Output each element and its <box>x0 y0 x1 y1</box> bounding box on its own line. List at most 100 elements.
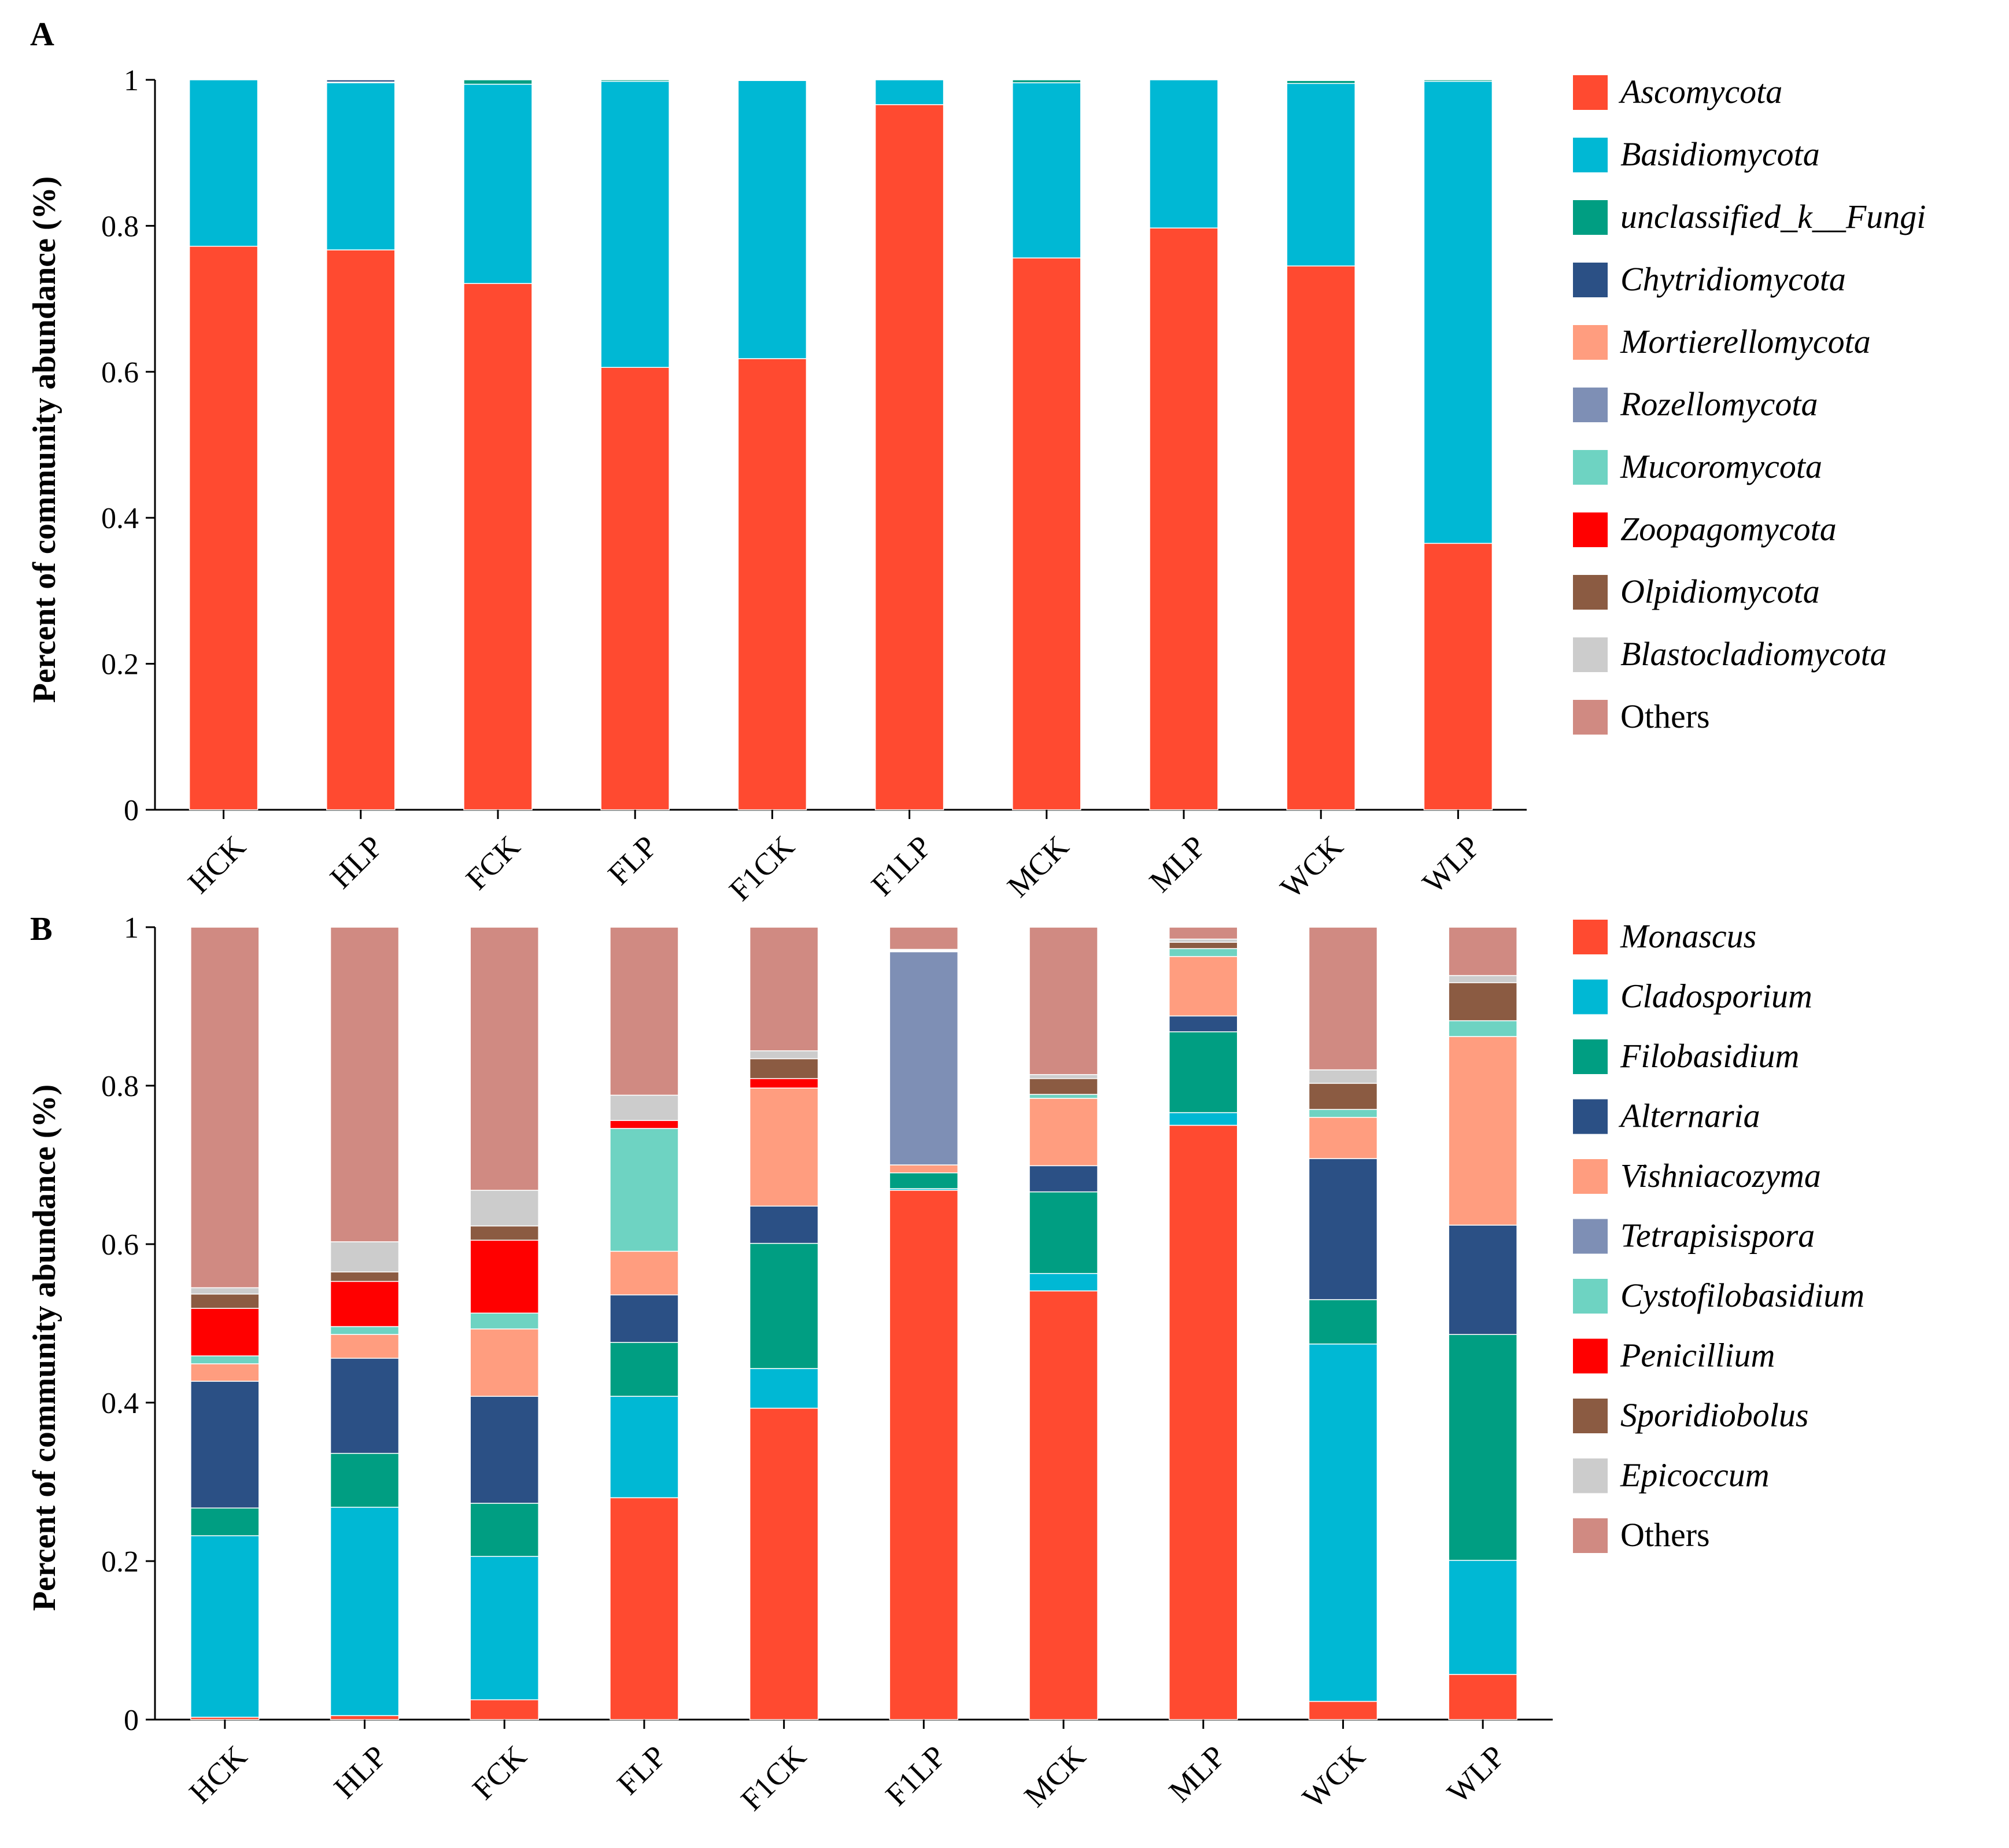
bar-segment-cystofilobasidium-wlp <box>1448 1020 1517 1037</box>
panel-label-a: A <box>30 15 54 53</box>
legend-swatch-filobasidium <box>1573 1039 1608 1074</box>
legend-swatch-blastocladiomycota <box>1573 637 1608 672</box>
bar-segment-penicillium-fck <box>470 1240 539 1314</box>
bar-segment-sporidiobolus-mck <box>1029 1078 1098 1095</box>
y-tick-label: 0 <box>124 1704 139 1737</box>
bar-segment-ascomycota-mck <box>1012 257 1081 810</box>
legend-label-alternaria: Alternaria <box>1618 1097 1760 1135</box>
bar-segment-cystofilobasidium-hck <box>190 1355 260 1364</box>
bar-segment-epicoccum-f1ck <box>749 1050 819 1060</box>
bar-segment-epicoccum-wck <box>1308 1069 1378 1084</box>
y-tick-label: 0 <box>124 794 139 827</box>
legend-label-blastocladiomycota: Blastocladiomycota <box>1620 635 1887 673</box>
bar-segment-epicoccum-fck <box>470 1190 539 1227</box>
bar-segment-alternaria-wlp <box>1448 1224 1517 1335</box>
y-tick-label: 0.4 <box>101 1387 139 1420</box>
bar-segment-alternaria-hck <box>190 1381 260 1508</box>
bar-segment-vishniacozyma-f1ck <box>749 1087 819 1207</box>
legend-swatch-ascomycota <box>1573 75 1608 110</box>
bar-segment-epicoccum-hlp <box>330 1241 400 1272</box>
bar-segment-monascus-wlp <box>1448 1674 1517 1720</box>
bar-segment-filobasidium-mck <box>1029 1191 1098 1274</box>
bar-segment-monascus-mlp <box>1169 1124 1238 1720</box>
legend-swatch-others <box>1573 700 1608 735</box>
bar-segment-vishniacozyma-wck <box>1308 1117 1378 1159</box>
bar-segment-vishniacozyma-fck <box>470 1328 539 1397</box>
legend-label-mortierellomycota: Mortierellomycota <box>1620 323 1871 360</box>
bar-segment-filobasidium-hlp <box>330 1452 400 1508</box>
bar-segment-cystofilobasidium-mlp <box>1169 948 1238 957</box>
legend-swatch-olpidiomycota <box>1573 575 1608 610</box>
legend-label-others: Others <box>1620 1516 1710 1554</box>
bar-segment-vishniacozyma-mlp <box>1169 956 1238 1017</box>
panel-label-b: B <box>30 910 53 947</box>
legend-swatch-mortierellomycota <box>1573 325 1608 360</box>
bar-segment-unclassified-k-fungi-wck <box>1286 80 1356 84</box>
legend-label-basidiomycota: Basidiomycota <box>1620 135 1820 173</box>
bar-segment-vishniacozyma-mck <box>1029 1098 1098 1167</box>
bar-segment-others-f1ck <box>749 927 819 1052</box>
bar-segment-basidiomycota-hck <box>189 79 258 247</box>
legend-label-others: Others <box>1620 698 1710 735</box>
legend-swatch-basidiomycota <box>1573 138 1608 172</box>
bar-segment-epicoccum-flp <box>610 1094 679 1122</box>
bar-segment-ascomycota-wlp <box>1423 543 1493 810</box>
bar-segment-monascus-flp <box>610 1497 679 1720</box>
bar-segment-tetrapisispora-f1lp <box>889 951 959 1165</box>
y-axis-label-a: Percent of community abundance (%) <box>27 176 62 703</box>
bar-segment-alternaria-mlp <box>1169 1015 1238 1032</box>
bar-segment-alternaria-mck <box>1029 1165 1098 1193</box>
legend-label-epicoccum: Epicoccum <box>1620 1456 1770 1494</box>
legend-label-sporidiobolus: Sporidiobolus <box>1620 1396 1809 1434</box>
legend-swatch-vishniacozyma <box>1573 1159 1608 1194</box>
bar-segment-alternaria-flp <box>610 1294 679 1343</box>
bar-segment-cladosporium-flp <box>610 1396 679 1499</box>
bar-segment-basidiomycota-wck <box>1286 83 1356 267</box>
bar-segment-filobasidium-flp <box>610 1342 679 1397</box>
bar-segment-alternaria-fck <box>470 1396 539 1504</box>
bar-segment-sporidiobolus-f1ck <box>749 1058 819 1079</box>
bar-segment-unclassified-k-fungi-flp <box>600 79 670 82</box>
bar-segment-penicillium-hck <box>190 1308 260 1356</box>
bar-segment-basidiomycota-mlp <box>1149 79 1218 228</box>
legend-swatch-chytridiomycota <box>1573 263 1608 297</box>
bar-segment-cystofilobasidium-wck <box>1308 1109 1378 1118</box>
bar-segment-ascomycota-hlp <box>326 249 396 810</box>
bar-segment-others-fck <box>470 927 539 1191</box>
bar-segment-filobasidium-hck <box>190 1507 260 1536</box>
legend-swatch-cladosporium <box>1573 979 1608 1015</box>
bar-segment-unclassified-k-fungi-fck <box>463 79 533 85</box>
y-tick-label: 0.2 <box>101 648 139 681</box>
bar-segment-alternaria-wck <box>1308 1158 1378 1300</box>
bar-segment-unclassified-k-fungi-wlp <box>1423 79 1493 82</box>
bar-segment-cladosporium-f1ck <box>749 1368 819 1409</box>
bar-segment-epicoccum-hck <box>190 1287 260 1295</box>
y-tick-label: 0.8 <box>101 210 139 243</box>
legend-label-cystofilobasidium: Cystofilobasidium <box>1620 1277 1864 1314</box>
y-tick-label: 0.4 <box>101 502 139 535</box>
legend-label-vishniacozyma: Vishniacozyma <box>1620 1157 1821 1194</box>
legend-b: Monascus Cladosporium Filobasidium Alternar… <box>1573 917 1864 1554</box>
bar-segment-basidiomycota-mck <box>1012 82 1081 259</box>
bar-segment-monascus-fck <box>470 1699 539 1720</box>
bar-segment-cladosporium-fck <box>470 1556 539 1701</box>
legend-label-zoopagomycota: Zoopagomycota <box>1620 510 1837 548</box>
bar-segment-basidiomycota-f1lp <box>874 79 944 105</box>
y-tick-label: 0.6 <box>101 1229 139 1261</box>
bar-segment-unclassified-k-fungi-mck <box>1012 79 1081 83</box>
bar-segment-cystofilobasidium-fck <box>470 1312 539 1330</box>
bar-segment-filobasidium-f1lp <box>889 1172 959 1189</box>
bar-segment-vishniacozyma-flp <box>610 1251 679 1296</box>
bar-segment-basidiomycota-f1ck <box>737 80 807 359</box>
bar-segment-sporidiobolus-mlp <box>1169 942 1238 949</box>
bar-segment-ascomycota-wck <box>1286 265 1356 810</box>
bar-segment-monascus-hlp <box>330 1715 400 1720</box>
legend-label-chytridiomycota: Chytridiomycota <box>1620 260 1846 298</box>
bar-segment-chytridiomycota-hlp <box>326 79 396 83</box>
legend-swatch-monascus <box>1573 920 1608 954</box>
bar-segment-cystofilobasidium-hlp <box>330 1326 400 1335</box>
bar-segment-ascomycota-flp <box>600 367 670 810</box>
legend-label-cladosporium: Cladosporium <box>1620 978 1812 1015</box>
